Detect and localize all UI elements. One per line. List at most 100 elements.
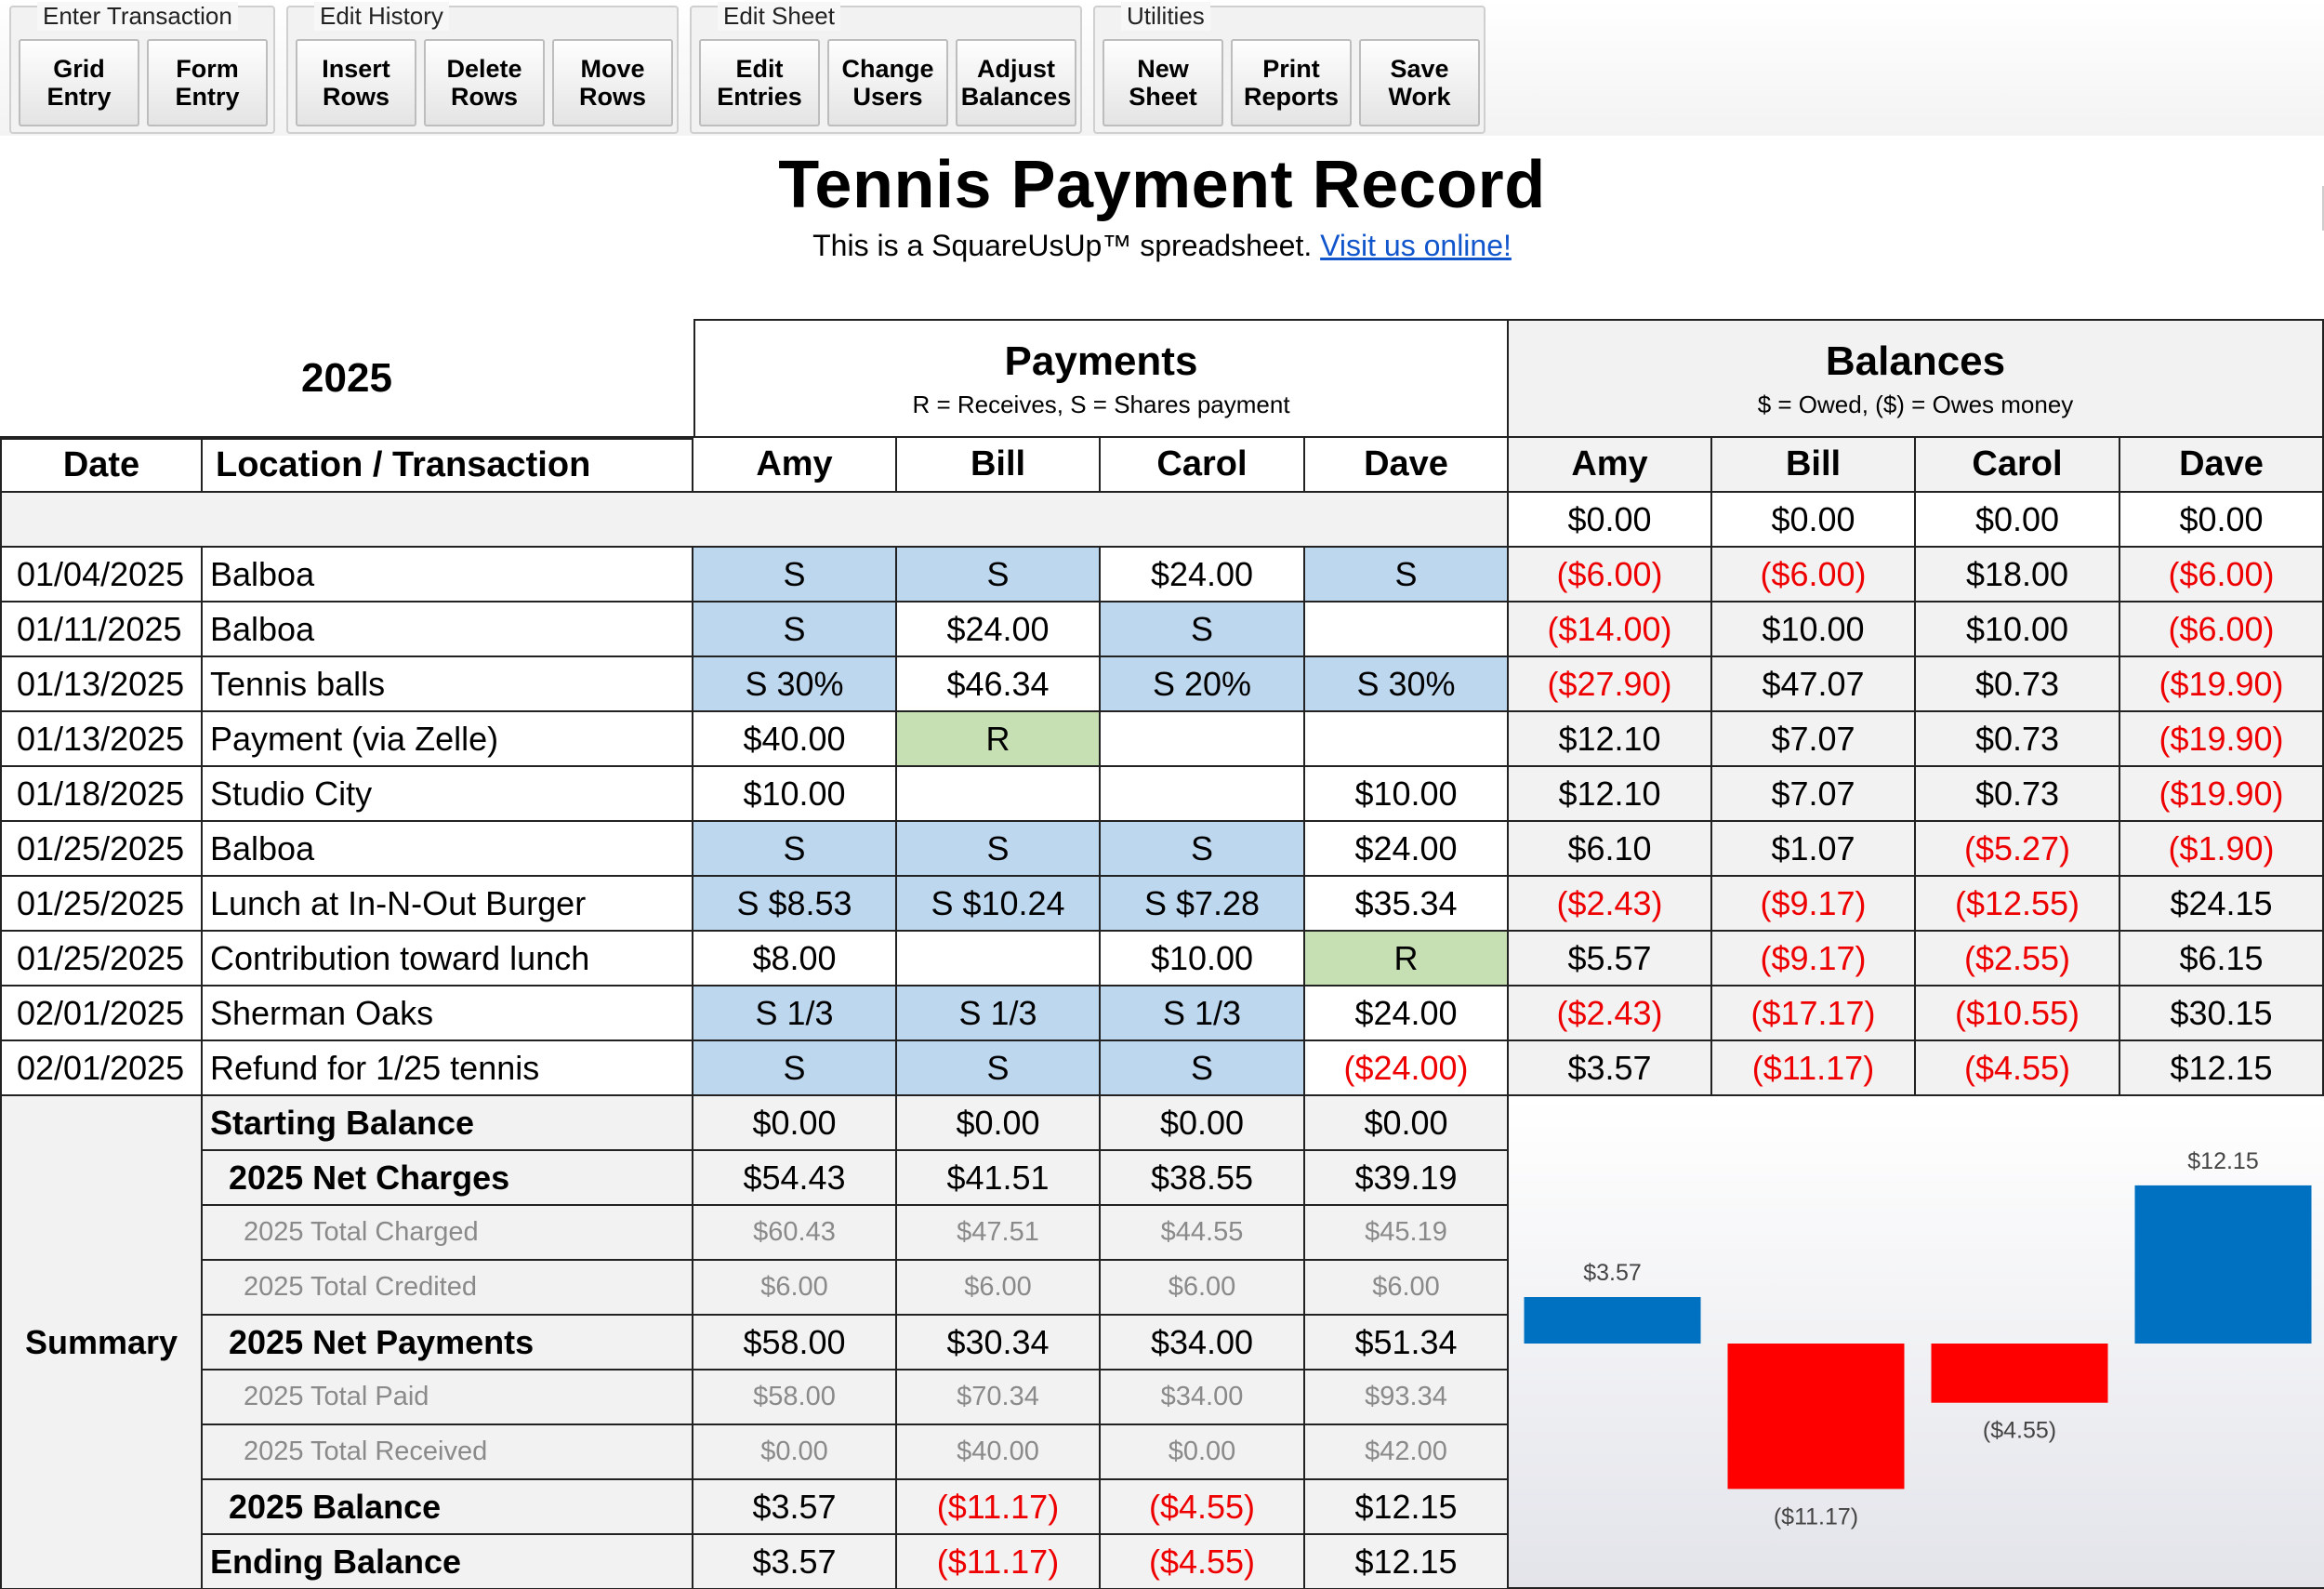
payment-cell[interactable]: S [693,602,897,657]
payment-cell[interactable]: S [1305,548,1509,602]
balance-cell: ($14.00) [1509,602,1712,657]
payment-cell[interactable] [897,932,1101,987]
row-date[interactable]: 01/13/2025 [0,712,203,767]
form-entry-button[interactable]: Form Entry [147,39,268,126]
visit-online-link[interactable]: Visit us online! [1320,229,1512,262]
payment-cell[interactable]: S [1101,822,1305,877]
payment-cell[interactable] [1101,767,1305,822]
summary-value-cell: ($4.55) [1101,1480,1305,1535]
summary-value-cell: $0.00 [1305,1096,1509,1151]
row-date[interactable]: 01/18/2025 [0,767,203,822]
summary-value-cell: $44.55 [1101,1206,1305,1261]
summary-value-cell: $70.34 [897,1371,1101,1425]
row-date[interactable]: 01/25/2025 [0,822,203,877]
payment-cell[interactable]: $10.00 [693,767,897,822]
payment-cell[interactable]: S [1101,602,1305,657]
change-users-button[interactable]: Change Users [827,39,948,126]
payment-cell[interactable]: $8.00 [693,932,897,987]
payment-cell[interactable]: $10.00 [1305,767,1509,822]
row-location[interactable]: Studio City [203,767,693,822]
row-location[interactable]: Balboa [203,548,693,602]
toolbar-group-1: Edit History Insert Rows Delete Rows Move R… [286,2,679,134]
summary-value-cell: $54.43 [693,1151,897,1206]
balance-cell: $0.73 [1916,712,2120,767]
row-location[interactable]: Refund for 1/25 tennis [203,1041,693,1096]
payment-cell[interactable]: $35.34 [1305,877,1509,932]
payment-cell[interactable]: $24.00 [1305,987,1509,1041]
divider [2322,186,2324,231]
row-location[interactable]: Payment (via Zelle) [203,712,693,767]
payment-cell[interactable]: S [693,822,897,877]
payment-cell[interactable]: S [1101,1041,1305,1096]
payment-cell[interactable]: $46.34 [897,657,1101,712]
summary-value-cell: $0.00 [693,1096,897,1151]
save-work-button[interactable]: Save Work [1359,39,1480,126]
payment-cell[interactable] [1305,712,1509,767]
opening-balance-cell: $0.00 [1509,493,1712,548]
payment-cell[interactable]: ($24.00) [1305,1041,1509,1096]
payment-cell[interactable]: $24.00 [1305,822,1509,877]
row-location[interactable]: Contribution toward lunch [203,932,693,987]
row-date[interactable]: 01/11/2025 [0,602,203,657]
balance-cell: $0.73 [1916,657,2120,712]
edit-entries-button[interactable]: Edit Entries [699,39,820,126]
payment-cell[interactable] [897,767,1101,822]
payment-cell[interactable] [1305,602,1509,657]
page-title: Tennis Payment Record [778,148,1546,222]
row-date[interactable]: 01/25/2025 [0,932,203,987]
payment-cell[interactable]: $40.00 [693,712,897,767]
row-date[interactable]: 01/04/2025 [0,548,203,602]
balance-cell: ($5.27) [1916,822,2120,877]
new-sheet-button[interactable]: New Sheet [1103,39,1223,126]
payment-cell[interactable]: S [693,1041,897,1096]
row-location[interactable]: Balboa [203,602,693,657]
payment-cell[interactable]: S 30% [1305,657,1509,712]
delete-rows-button[interactable]: Delete Rows [424,39,545,126]
summary-value-cell: $0.00 [897,1096,1101,1151]
payment-cell[interactable]: S $8.53 [693,877,897,932]
row-date[interactable]: 01/25/2025 [0,877,203,932]
payment-cell[interactable]: $24.00 [1101,548,1305,602]
summary-value-cell: $40.00 [897,1425,1101,1480]
payment-cell[interactable] [1101,712,1305,767]
summary-row-label: 2025 Net Payments [203,1316,693,1371]
row-location[interactable]: Lunch at In-N-Out Burger [203,877,693,932]
payment-cell[interactable]: S $10.24 [897,877,1101,932]
summary-value-cell: $38.55 [1101,1151,1305,1206]
print-reports-button[interactable]: Print Reports [1231,39,1352,126]
payments-header: Payments R = Receives, S = Shares payment [693,319,1509,438]
payment-cell[interactable]: $24.00 [897,602,1101,657]
payment-cell[interactable]: S 1/3 [897,987,1101,1041]
row-location[interactable]: Sherman Oaks [203,987,693,1041]
row-date[interactable]: 02/01/2025 [0,1041,203,1096]
chart-bar-bill [1727,1344,1905,1490]
adjust-balances-button[interactable]: Adjust Balances [956,39,1076,126]
payment-cell[interactable]: S [693,548,897,602]
payment-cell[interactable]: S [897,548,1101,602]
summary-value-cell: $51.34 [1305,1316,1509,1371]
row-location[interactable]: Tennis balls [203,657,693,712]
payment-cell[interactable]: S 1/3 [693,987,897,1041]
payment-cell[interactable]: S [897,1041,1101,1096]
balance-cell: $12.15 [2120,1041,2324,1096]
move-rows-button[interactable]: Move Rows [552,39,673,126]
payment-cell[interactable]: S $7.28 [1101,877,1305,932]
balance-cell: ($2.43) [1509,987,1712,1041]
summary-value-cell: $12.15 [1305,1480,1509,1535]
payment-cell[interactable]: S 1/3 [1101,987,1305,1041]
payment-cell[interactable]: S 30% [693,657,897,712]
summary-value-cell: $0.00 [1101,1425,1305,1480]
grid-entry-button[interactable]: Grid Entry [19,39,139,126]
payment-cell[interactable]: S [897,822,1101,877]
toolbar-group-2: Edit Sheet Edit Entries Change Users Adjust… [690,2,1082,134]
payment-cell[interactable]: R [897,712,1101,767]
summary-value-cell: $58.00 [693,1371,897,1425]
insert-rows-button[interactable]: Insert Rows [296,39,416,126]
payment-cell[interactable]: $10.00 [1101,932,1305,987]
row-location[interactable]: Balboa [203,822,693,877]
row-date[interactable]: 02/01/2025 [0,987,203,1041]
payment-cell[interactable]: S 20% [1101,657,1305,712]
summary-value-cell: $45.19 [1305,1206,1509,1261]
payment-cell[interactable]: R [1305,932,1509,987]
row-date[interactable]: 01/13/2025 [0,657,203,712]
